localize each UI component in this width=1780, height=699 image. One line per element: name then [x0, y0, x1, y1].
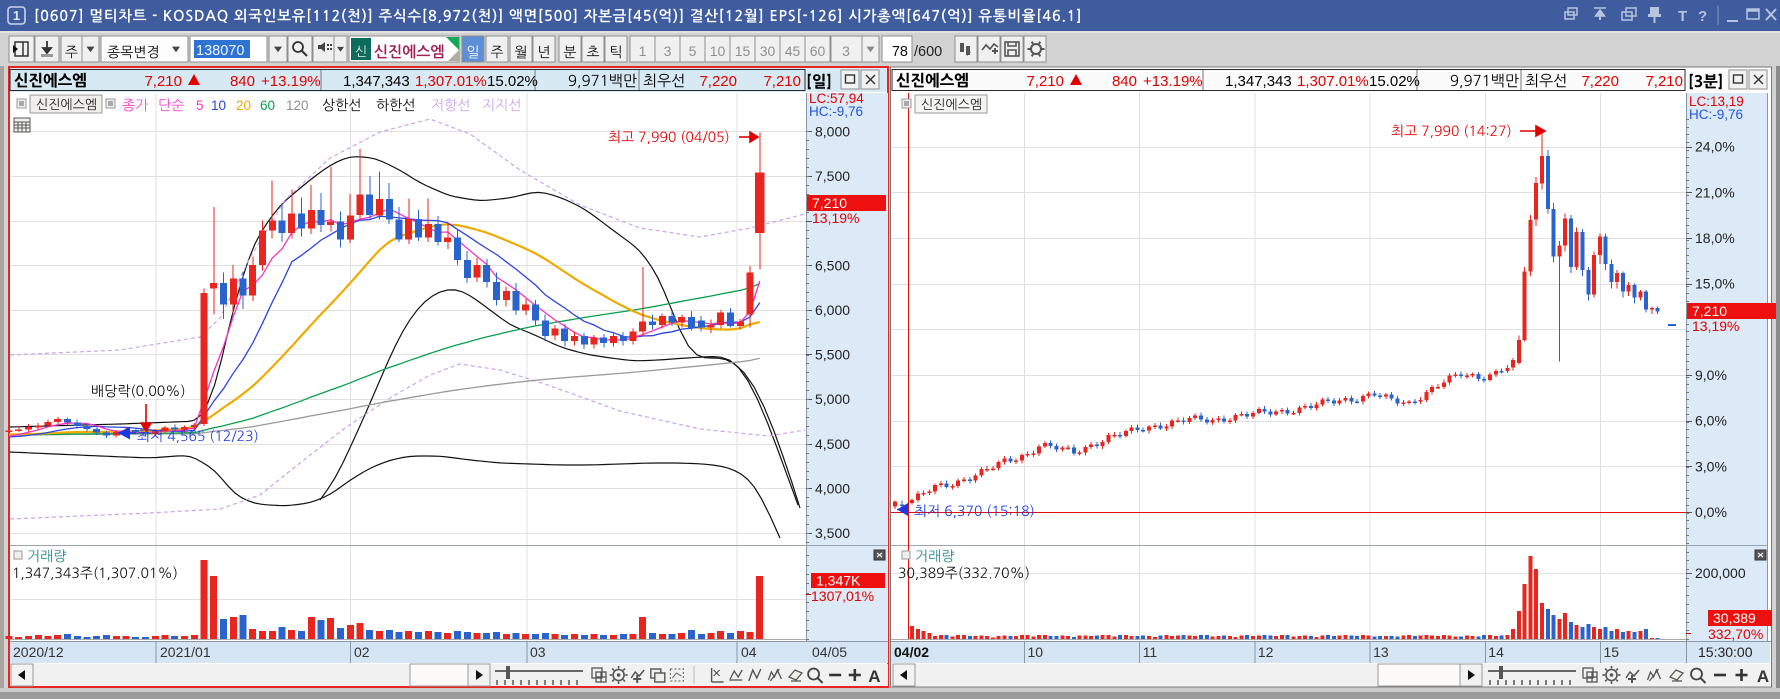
- svg-text:20: 20: [236, 98, 251, 113]
- svg-text:1,347,343: 1,347,343: [343, 73, 410, 90]
- svg-text:3,500: 3,500: [815, 525, 850, 541]
- svg-text:1: 1: [13, 8, 20, 23]
- svg-text:9,0%: 9,0%: [1695, 367, 1727, 383]
- svg-text:02: 02: [354, 644, 370, 660]
- svg-text:840: 840: [1112, 73, 1137, 90]
- svg-text:78: 78: [892, 44, 908, 60]
- svg-text:45: 45: [785, 43, 801, 59]
- svg-text:15.02%: 15.02%: [1369, 73, 1420, 90]
- svg-text:15:30:00: 15:30:00: [1698, 644, 1753, 660]
- svg-text:10: 10: [710, 43, 726, 59]
- svg-text:5,500: 5,500: [815, 347, 850, 363]
- svg-text:03: 03: [530, 644, 546, 660]
- svg-text:LC:13,19: LC:13,19: [1689, 94, 1744, 109]
- svg-text:7,210: 7,210: [1026, 73, 1064, 90]
- svg-text:0,0%: 0,0%: [1695, 504, 1727, 520]
- svg-text:18,0%: 18,0%: [1695, 230, 1735, 246]
- svg-text:A: A: [1757, 667, 1769, 686]
- svg-text:8,000: 8,000: [815, 123, 850, 139]
- svg-text:7,500: 7,500: [815, 168, 850, 184]
- svg-text:+13.19%: +13.19%: [261, 73, 321, 90]
- svg-text:1,347K: 1,347K: [816, 573, 861, 589]
- svg-text:15: 15: [1604, 644, 1620, 660]
- svg-text:A: A: [868, 667, 880, 686]
- svg-text:1,347,343: 1,347,343: [1225, 73, 1292, 90]
- svg-text:HC:-9,76: HC:-9,76: [809, 104, 863, 119]
- svg-text:3,0%: 3,0%: [1695, 458, 1727, 474]
- svg-text:13,19%: 13,19%: [1692, 318, 1739, 334]
- svg-text:60: 60: [260, 98, 275, 113]
- svg-text:332,70%: 332,70%: [1708, 626, 1763, 642]
- svg-text:1: 1: [639, 43, 647, 59]
- svg-text:1,307.01%: 1,307.01%: [415, 73, 487, 90]
- svg-text:15,0%: 15,0%: [1695, 276, 1735, 292]
- svg-text:15: 15: [735, 43, 751, 59]
- svg-text:04/02: 04/02: [894, 644, 929, 660]
- svg-text:7,210: 7,210: [763, 73, 801, 90]
- svg-text:7,210: 7,210: [1692, 303, 1727, 319]
- svg-text:21,0%: 21,0%: [1695, 184, 1735, 200]
- svg-text:7,210: 7,210: [812, 195, 847, 211]
- svg-text:1,307.01%: 1,307.01%: [1297, 73, 1369, 90]
- svg-text:LC:57,94: LC:57,94: [809, 91, 864, 106]
- svg-text:T: T: [1678, 8, 1687, 25]
- svg-text:6,0%: 6,0%: [1695, 413, 1727, 429]
- svg-text:/600: /600: [914, 44, 942, 60]
- svg-text:HC:-9,76: HC:-9,76: [1689, 107, 1743, 122]
- svg-text:?: ?: [1698, 8, 1707, 25]
- svg-text:60: 60: [810, 43, 826, 59]
- svg-text:12: 12: [1258, 644, 1274, 660]
- svg-text:10: 10: [1028, 644, 1044, 660]
- svg-text:7,210: 7,210: [1645, 73, 1683, 90]
- svg-text:2020/12: 2020/12: [13, 644, 64, 660]
- svg-text:4,500: 4,500: [815, 436, 850, 452]
- svg-text:04: 04: [741, 644, 757, 660]
- svg-text:13: 13: [1373, 644, 1389, 660]
- svg-text:04/05: 04/05: [812, 644, 847, 660]
- svg-text:5: 5: [689, 43, 697, 59]
- svg-text:30,389: 30,389: [1713, 610, 1756, 626]
- svg-text:138070: 138070: [196, 43, 244, 59]
- svg-text:200,000: 200,000: [1695, 565, 1746, 581]
- svg-text:14: 14: [1488, 644, 1504, 660]
- svg-text:30: 30: [760, 43, 776, 59]
- svg-text:13,19%: 13,19%: [812, 210, 859, 226]
- svg-text:7,220: 7,220: [1581, 73, 1619, 90]
- svg-text:6,000: 6,000: [815, 302, 850, 318]
- svg-text:+13.19%: +13.19%: [1143, 73, 1203, 90]
- svg-text:1307,01%: 1307,01%: [811, 588, 874, 604]
- svg-text:3: 3: [842, 43, 850, 59]
- svg-text:7,220: 7,220: [699, 73, 737, 90]
- svg-text:7,210: 7,210: [144, 73, 182, 90]
- svg-text:15.02%: 15.02%: [487, 73, 538, 90]
- svg-text:3: 3: [664, 43, 672, 59]
- svg-text:11: 11: [1143, 644, 1158, 660]
- svg-text:5,000: 5,000: [815, 391, 850, 407]
- svg-text:5: 5: [196, 98, 204, 113]
- svg-text:4,000: 4,000: [815, 480, 850, 496]
- svg-text:2021/01: 2021/01: [160, 644, 211, 660]
- svg-text:840: 840: [230, 73, 255, 90]
- svg-text:6,500: 6,500: [815, 257, 850, 273]
- svg-text:120: 120: [286, 98, 309, 113]
- svg-text:24,0%: 24,0%: [1695, 139, 1735, 155]
- svg-text:10: 10: [211, 98, 226, 113]
